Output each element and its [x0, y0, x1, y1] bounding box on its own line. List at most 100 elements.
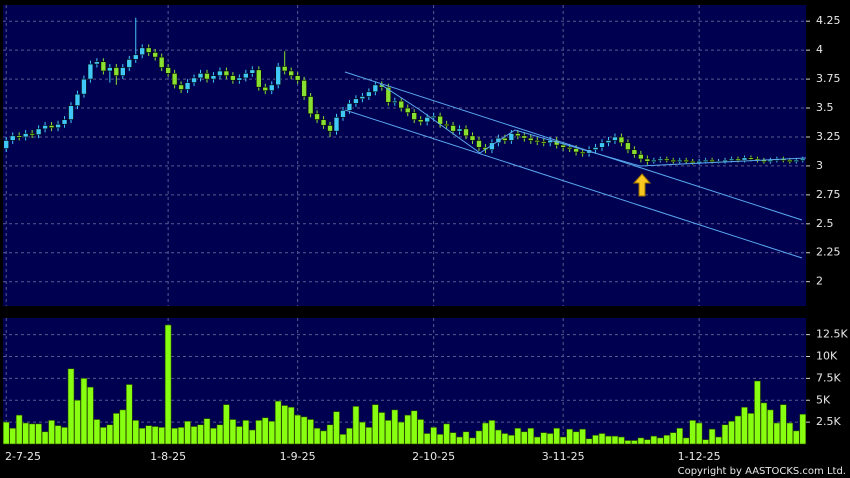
- volume-bar: [488, 420, 496, 445]
- candle-body: [22, 133, 29, 138]
- candle-body: [430, 115, 437, 118]
- volume-bar: [391, 409, 399, 445]
- candle-body: [566, 147, 573, 150]
- volume-bar: [734, 415, 742, 445]
- volume-bar: [210, 427, 217, 445]
- channel-upper: [344, 71, 803, 221]
- candle-body: [663, 158, 670, 161]
- volume-bar: [158, 427, 165, 445]
- y-tick-label: 3.75: [816, 72, 841, 85]
- candle-body: [243, 73, 249, 79]
- volume-bar: [540, 432, 548, 445]
- candle-body: [579, 151, 586, 154]
- candle-body: [515, 133, 521, 137]
- volume-bar: [592, 434, 599, 445]
- candle-body: [618, 136, 625, 144]
- volume-bar: [359, 421, 366, 445]
- volume-bar: [495, 429, 502, 445]
- candle-body: [204, 73, 210, 80]
- volume-bar: [2, 421, 10, 445]
- candle-body: [411, 112, 418, 120]
- y-tick-label: 3.5: [816, 101, 834, 114]
- candle-body: [100, 61, 107, 72]
- y-tick-label: 3.25: [816, 130, 841, 143]
- volume-bar: [281, 405, 288, 445]
- volume-bar: [28, 423, 36, 445]
- candle-body: [612, 136, 618, 141]
- candle-body: [301, 79, 307, 97]
- volume-bar: [702, 439, 709, 445]
- volume-bar: [741, 406, 748, 445]
- candle-body: [16, 135, 22, 138]
- candle-body: [696, 160, 702, 164]
- candle-body: [68, 105, 74, 120]
- volume-bar: [436, 434, 444, 445]
- volume-bar: [533, 436, 541, 445]
- candle-body: [307, 96, 314, 115]
- candle-body: [799, 158, 806, 161]
- candle-body: [476, 140, 482, 148]
- volume-bar: [145, 425, 153, 445]
- candle-body: [87, 63, 94, 80]
- candle-body: [55, 123, 61, 129]
- y-tick-label: 12.5K: [816, 328, 848, 341]
- x-tick-label: 2-10-25: [412, 450, 455, 463]
- candle-body: [346, 103, 353, 111]
- candle-body: [132, 54, 139, 60]
- volume-bar: [417, 419, 424, 445]
- volume-bar: [585, 438, 593, 445]
- volume-bar: [132, 420, 140, 445]
- volume-bar: [598, 433, 606, 445]
- volume-bar: [125, 384, 133, 445]
- candle-body: [340, 110, 346, 118]
- candle-body: [670, 159, 677, 162]
- x-tick-label: 1-12-25: [678, 450, 721, 463]
- volume-bar: [631, 440, 638, 445]
- candle-body: [728, 158, 735, 161]
- y-tick-label: 2: [816, 275, 823, 288]
- candle-body: [48, 125, 55, 129]
- candle-body: [275, 66, 282, 86]
- candle-body: [605, 140, 612, 144]
- candle-body: [353, 98, 359, 104]
- volume-bar: [378, 412, 386, 445]
- volume-bar: [449, 432, 457, 445]
- candle-body: [294, 75, 301, 81]
- candle-body: [61, 119, 68, 125]
- candle-body: [540, 141, 547, 144]
- candle-body: [120, 67, 126, 76]
- x-tick-label: 3-11-25: [542, 450, 585, 463]
- volume-bar: [113, 413, 120, 445]
- candle-body: [107, 67, 113, 72]
- volume-bar: [410, 410, 418, 445]
- volume-bar: [197, 424, 204, 445]
- candle-body: [793, 159, 800, 162]
- volume-bar: [346, 427, 353, 445]
- volume-bar: [61, 427, 68, 445]
- candle-body: [398, 100, 405, 109]
- candle-body: [94, 61, 100, 65]
- candle-body: [417, 119, 424, 123]
- volume-bar: [760, 402, 768, 445]
- candle-body: [502, 137, 508, 141]
- candle-body: [404, 107, 411, 113]
- y-tick-label: 4: [816, 43, 823, 56]
- volume-bar: [300, 416, 308, 445]
- volume-bar: [669, 432, 677, 445]
- volume-bar: [650, 435, 658, 445]
- candle-body: [366, 91, 372, 97]
- volume-bar: [67, 368, 75, 445]
- candle-body: [521, 135, 528, 139]
- volume-bar: [320, 430, 327, 445]
- volume-bar: [236, 426, 243, 445]
- candle-body: [748, 157, 754, 160]
- volume-bar: [397, 421, 405, 445]
- volume-bar: [87, 386, 94, 445]
- arrow-marker: [632, 173, 652, 197]
- candle-body: [223, 70, 230, 76]
- volume-bar: [287, 406, 295, 445]
- candle-body: [288, 70, 294, 76]
- x-tick-label: 1-9-25: [280, 450, 316, 463]
- candle-body: [359, 96, 366, 100]
